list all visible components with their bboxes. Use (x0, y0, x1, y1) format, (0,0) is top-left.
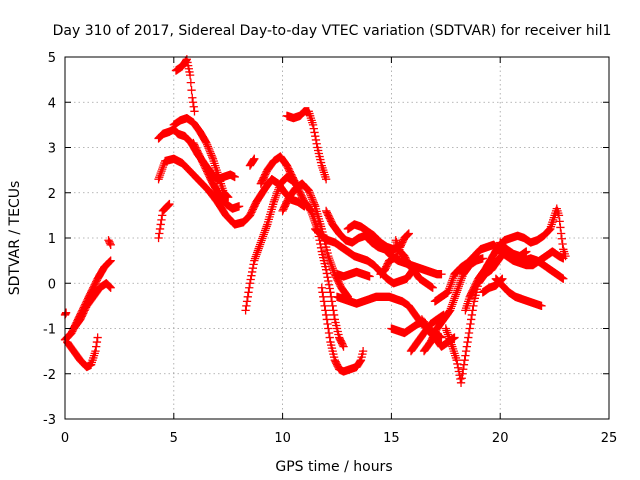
data-series-track (245, 154, 259, 170)
y-tick-label: 4 (48, 96, 56, 111)
plus-markers (69, 279, 115, 333)
plus-markers (317, 283, 368, 376)
y-tick-label: 1 (48, 232, 56, 247)
data-series-track (461, 204, 570, 315)
x-tick-label: 15 (383, 431, 400, 446)
y-tick-label: 3 (48, 142, 56, 157)
y-tick-label: 2 (48, 187, 56, 202)
plus-markers (332, 267, 374, 281)
plus-markers (430, 240, 568, 306)
data-series-track (419, 254, 487, 356)
data-series-track (69, 279, 115, 333)
plus-markers (282, 107, 331, 184)
data-series-track (171, 55, 199, 116)
plus-markers (461, 204, 570, 315)
plus-markers (171, 55, 199, 116)
data-series-track (282, 107, 331, 184)
data-series-track (169, 113, 233, 202)
data-series-track (376, 251, 403, 279)
data-series-track (154, 199, 174, 243)
data-series-track (430, 240, 568, 306)
plus-markers (189, 138, 244, 213)
plus-markers (478, 274, 507, 297)
plus-markers (245, 154, 259, 170)
y-tick-label: -3 (43, 413, 56, 428)
data-series-track (391, 236, 418, 274)
plus-markers (63, 333, 102, 372)
data-series-track (60, 308, 71, 320)
data-series-track (343, 220, 413, 254)
plus-markers (278, 179, 353, 301)
axis-ticks (64, 56, 610, 420)
data-series-track (496, 238, 531, 261)
plus-markers (496, 238, 531, 261)
x-tick-label: 25 (601, 431, 618, 446)
data-series-track (321, 206, 446, 279)
x-tick-label: 20 (492, 431, 509, 446)
plus-markers (169, 113, 233, 202)
data-points (60, 55, 570, 387)
plus-markers (391, 236, 418, 274)
plus-markers (419, 254, 487, 356)
x-tick-label: 0 (61, 431, 69, 446)
x-tick-labels: 0 5 10 15 20 25 (61, 431, 617, 446)
data-series-track (104, 236, 115, 249)
x-tick-label: 5 (170, 431, 178, 446)
y-tick-label: 5 (48, 51, 56, 66)
x-axis-label: GPS time / hours (275, 459, 392, 475)
y-tick-label: -1 (43, 323, 56, 338)
data-series-track (189, 138, 244, 213)
y-tick-labels: -3 -2 -1 0 1 2 3 4 5 (43, 51, 56, 428)
data-series-track (317, 283, 368, 376)
data-series-track (332, 267, 374, 281)
data-series-track (478, 274, 507, 297)
data-series-track (63, 333, 102, 372)
x-tick-label: 10 (274, 431, 291, 446)
plus-markers (376, 251, 403, 279)
plus-markers (154, 199, 174, 243)
plus-markers (321, 206, 446, 279)
y-tick-label: 0 (48, 277, 56, 292)
chart-title: Day 310 of 2017, Sidereal Day-to-day VTE… (53, 23, 612, 39)
data-series-track (278, 179, 353, 301)
y-tick-label: -2 (43, 368, 56, 383)
plus-markers (104, 236, 115, 249)
plus-markers (60, 308, 71, 320)
plus-markers (343, 220, 413, 254)
y-axis-label: SDTVAR / TECUs (7, 181, 23, 296)
